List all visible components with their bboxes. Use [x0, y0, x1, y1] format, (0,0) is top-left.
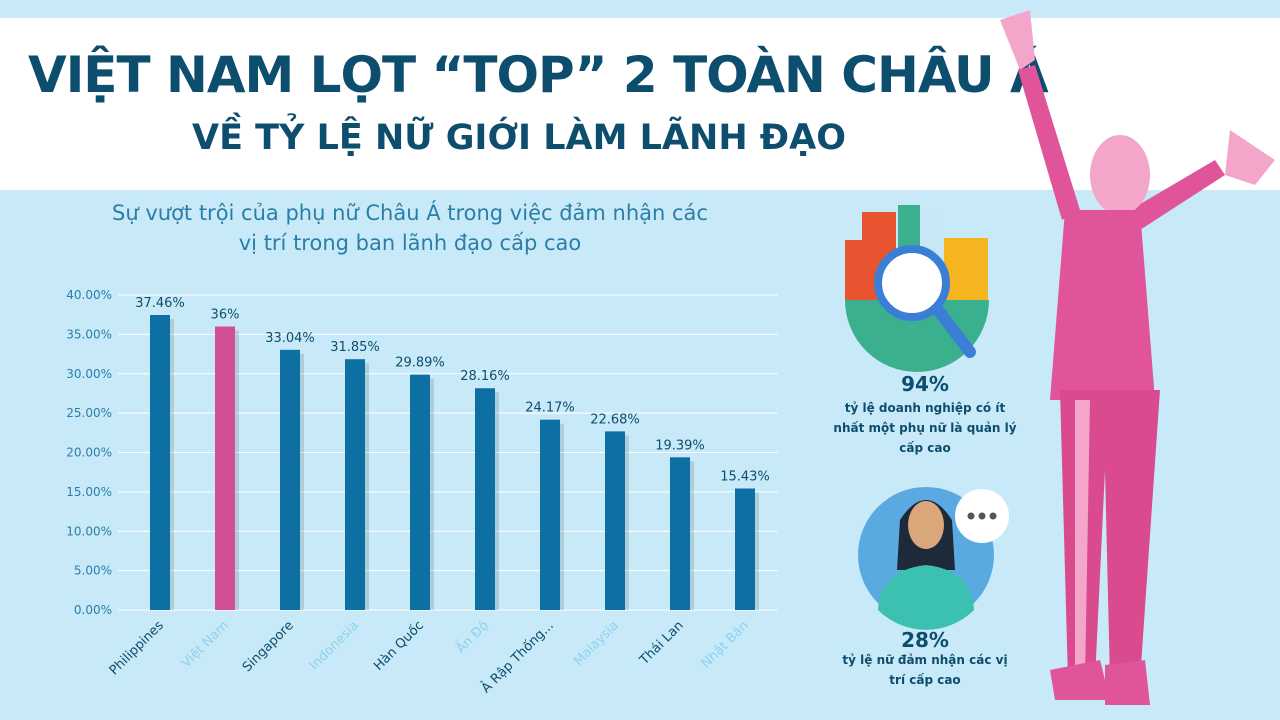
header-band — [0, 18, 1280, 190]
x-tick-label: Ấn Độ — [452, 617, 492, 657]
bar — [605, 431, 625, 610]
bar — [540, 419, 560, 610]
x-tick-label: Philippines — [107, 618, 167, 678]
bar — [410, 374, 430, 610]
avatar-icon — [858, 487, 1009, 630]
x-tick-label: Indonesia — [307, 618, 362, 673]
bar — [735, 488, 755, 610]
bar — [475, 388, 495, 610]
stat-label: tỷ lệ nữ đảm nhận các vị trí cấp cao — [842, 653, 1008, 687]
value-label: 31.85% — [330, 340, 380, 355]
value-label: 15.43% — [720, 469, 770, 484]
value-label: 24.17% — [525, 401, 575, 416]
stat-label: tỷ lệ doanh nghiệp có ít nhất một phụ nữ… — [833, 401, 1017, 455]
y-tick-label: 35.00% — [66, 327, 112, 341]
city-icon — [845, 205, 989, 372]
y-tick-label: 25.00% — [66, 406, 112, 420]
y-tick-label: 0.00% — [74, 603, 112, 617]
y-tick-label: 15.00% — [66, 485, 112, 499]
x-tick-label: Nhật Bản — [699, 618, 752, 671]
x-tick-label: Thái Lan — [636, 618, 686, 668]
chart-title: Sự vượt trội của phụ nữ Châu Á trong việ… — [112, 201, 708, 255]
value-label: 19.39% — [655, 438, 705, 453]
bar — [345, 359, 365, 610]
bar — [150, 315, 170, 610]
y-tick-label: 10.00% — [66, 524, 112, 538]
y-tick-label: 40.00% — [66, 288, 112, 302]
stat-value: 94% — [901, 372, 949, 396]
x-tick-label: Singapore — [240, 618, 297, 675]
title: VIỆT NAM LỌT “TOP” 2 TOÀN CHÂU Á — [28, 46, 1049, 104]
y-tick-label: 5.00% — [74, 564, 112, 578]
value-label: 37.46% — [135, 296, 185, 311]
bar — [670, 457, 690, 610]
x-tick-label: Việt Nam — [179, 618, 232, 671]
stat-value: 28% — [901, 628, 949, 652]
value-label: 29.89% — [395, 356, 445, 371]
bar — [215, 326, 235, 610]
value-label: 28.16% — [460, 369, 510, 384]
bar — [280, 349, 300, 610]
subtitle: VỀ TỶ LỆ NỮ GIỚI LÀM LÃNH ĐẠO — [192, 118, 846, 158]
y-tick-label: 20.00% — [66, 446, 112, 460]
x-tick-label: Malaysia — [571, 618, 622, 669]
x-tick-label: Hàn Quốc — [371, 618, 427, 674]
value-label: 33.04% — [265, 331, 315, 346]
woman-figure — [1000, 10, 1275, 705]
value-label: 36% — [211, 308, 240, 323]
value-label: 22.68% — [590, 412, 640, 427]
y-tick-label: 30.00% — [66, 367, 112, 381]
